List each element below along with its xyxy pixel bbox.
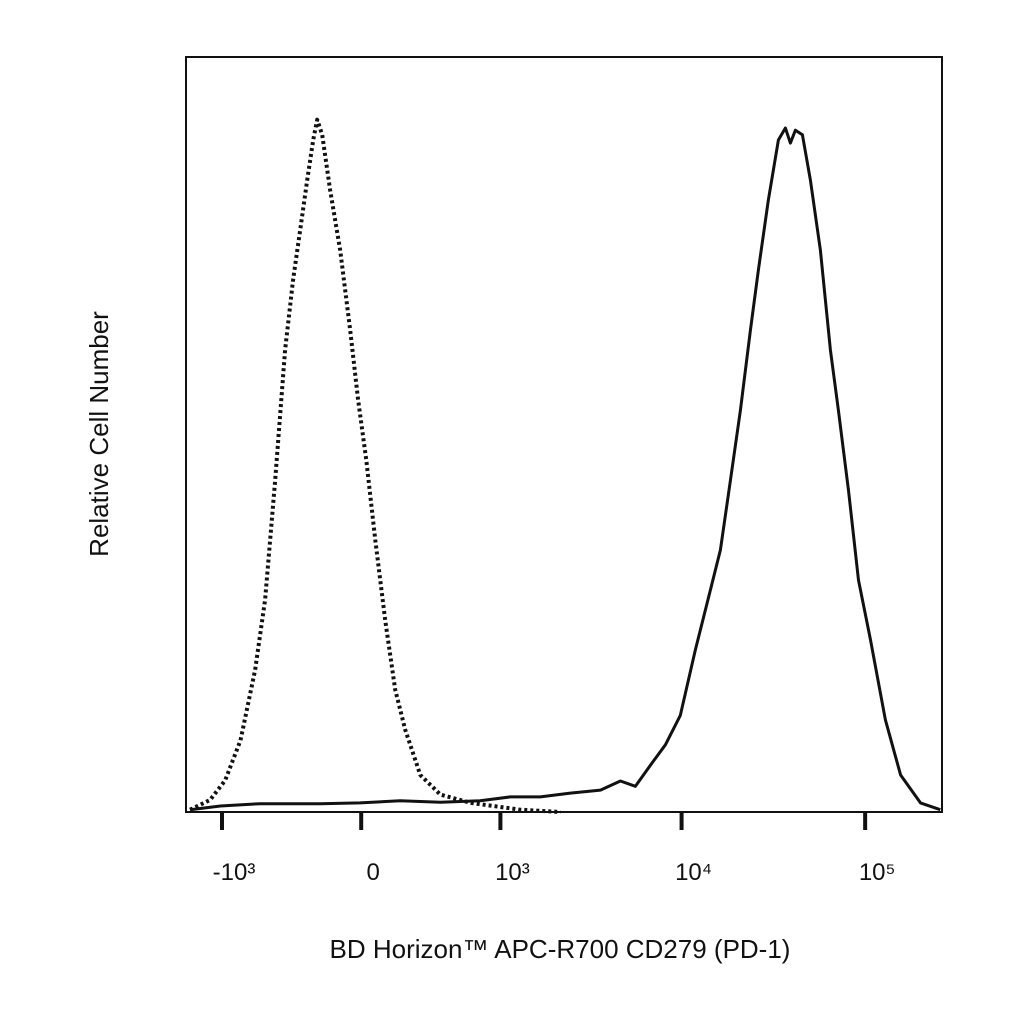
histogram-curve [189, 126, 941, 812]
x-tick-label: -10³ [213, 859, 256, 886]
x-tick-label: 10³ [495, 859, 530, 886]
x-tick-label: 0 [367, 859, 380, 886]
x-tick-label: 10⁵ [859, 859, 896, 886]
x-tick-label: 10⁴ [675, 859, 712, 886]
histogram-curve [189, 117, 561, 814]
plot-frame [185, 56, 943, 813]
y-axis-label: Relative Cell Number [84, 311, 114, 557]
x-axis-label: BD Horizon™ APC-R700 CD279 (PD-1) [330, 934, 791, 964]
